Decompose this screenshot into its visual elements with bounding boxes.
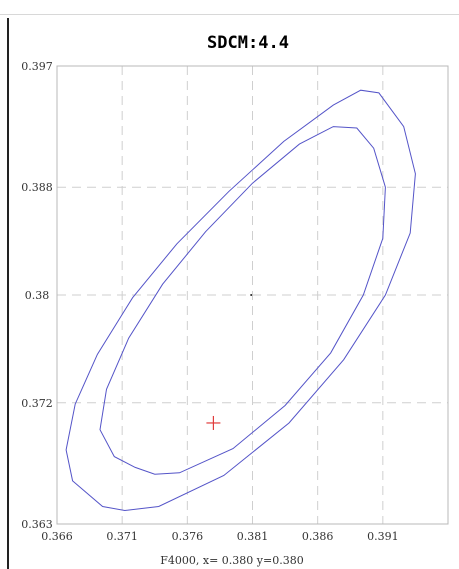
- y-tick-label: 0.372: [21, 397, 53, 410]
- inner-ellipse-line: [99, 126, 386, 475]
- x-tick-label: 0.376: [172, 530, 204, 543]
- outer-ellipse-line: [65, 89, 416, 512]
- x-axis-ticks: 0.366 0.371 0.376 0.381 0.386 0.391: [41, 530, 398, 543]
- coordinates-readout: F4000, x= 0.380 y=0.380: [160, 554, 303, 567]
- point-markers: [206, 294, 253, 430]
- x-tick-label: 0.386: [302, 530, 334, 543]
- y-tick-label: 0.38: [25, 289, 50, 302]
- grid-lines: [57, 66, 448, 524]
- plot-area-border: [56, 65, 449, 525]
- y-axis-ticks: 0.397 0.388 0.38 0.372 0.363: [21, 60, 53, 531]
- y-tick-label: 0.363: [21, 518, 53, 531]
- x-tick-label: 0.366: [41, 530, 73, 543]
- center-dot-marker: [250, 294, 253, 296]
- chart-title: SDCM:4.4: [207, 33, 289, 53]
- x-tick-label: 0.371: [106, 530, 138, 543]
- ellipse-series: [65, 89, 416, 512]
- y-tick-label: 0.397: [21, 60, 53, 73]
- top-divider: [0, 14, 459, 15]
- x-tick-label: 0.391: [367, 530, 399, 543]
- target-cross-marker: [206, 415, 221, 430]
- y-tick-label: 0.388: [21, 181, 53, 194]
- x-tick-label: 0.381: [237, 530, 269, 543]
- left-border: [7, 18, 9, 569]
